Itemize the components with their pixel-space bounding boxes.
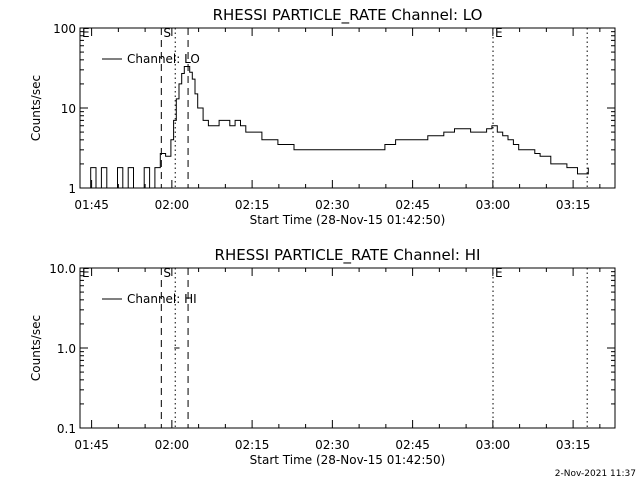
flag-label: S	[163, 266, 171, 280]
panel-lo: RHESSI PARTICLE_RATE Channel: LO 01:45 02:…	[29, 6, 616, 227]
y-axis-label: Counts/sec	[29, 75, 43, 141]
x-tick-label: 03:00	[476, 198, 511, 212]
flag-label: E	[82, 26, 90, 40]
y-tick-label: 10.0	[49, 262, 76, 276]
y-tick-label: 10	[61, 102, 76, 116]
x-tick-label: 02:30	[315, 438, 350, 452]
x-tick-label: 03:00	[476, 438, 511, 452]
y-tick-label: 100	[53, 22, 76, 36]
x-tick-label: 02:15	[235, 198, 270, 212]
series-line-channel-lo	[85, 66, 589, 189]
y-axis-label: Counts/sec	[29, 315, 43, 381]
x-tick-label: 03:15	[556, 198, 591, 212]
x-tick-label: 03:15	[556, 438, 591, 452]
x-axis-label: Start Time (28-Nov-15 01:42:50)	[250, 213, 446, 227]
x-tick-label: 02:45	[395, 438, 430, 452]
y-tick-label: 1.0	[57, 342, 76, 356]
x-tick-label: 02:30	[315, 198, 350, 212]
flag-label: E	[495, 26, 503, 40]
chart-title: RHESSI PARTICLE_RATE Channel: LO	[213, 6, 483, 25]
x-tick-label: 02:15	[235, 438, 270, 452]
chart-title: RHESSI PARTICLE_RATE Channel: HI	[215, 246, 481, 265]
legend-label: Channel: LO	[127, 52, 200, 66]
x-tick-label: 02:00	[155, 198, 190, 212]
flag-label: E	[495, 266, 503, 280]
footer-timestamp: 2-Nov-2021 11:37	[555, 469, 636, 479]
x-tick-label: 01:45	[74, 198, 109, 212]
flag-label: E	[82, 266, 90, 280]
flag-label: S	[163, 26, 171, 40]
x-tick-label: 02:00	[155, 438, 190, 452]
panel-hi: RHESSI PARTICLE_RATE Channel: HI 01:45 02:…	[29, 246, 616, 467]
x-tick-label: 02:45	[395, 198, 430, 212]
x-tick-label: 01:45	[74, 438, 109, 452]
x-axis-label: Start Time (28-Nov-15 01:42:50)	[250, 453, 446, 467]
legend-label: Channel: HI	[127, 292, 197, 306]
y-tick-label: 1	[68, 182, 76, 196]
y-tick-label: 0.1	[57, 422, 76, 436]
